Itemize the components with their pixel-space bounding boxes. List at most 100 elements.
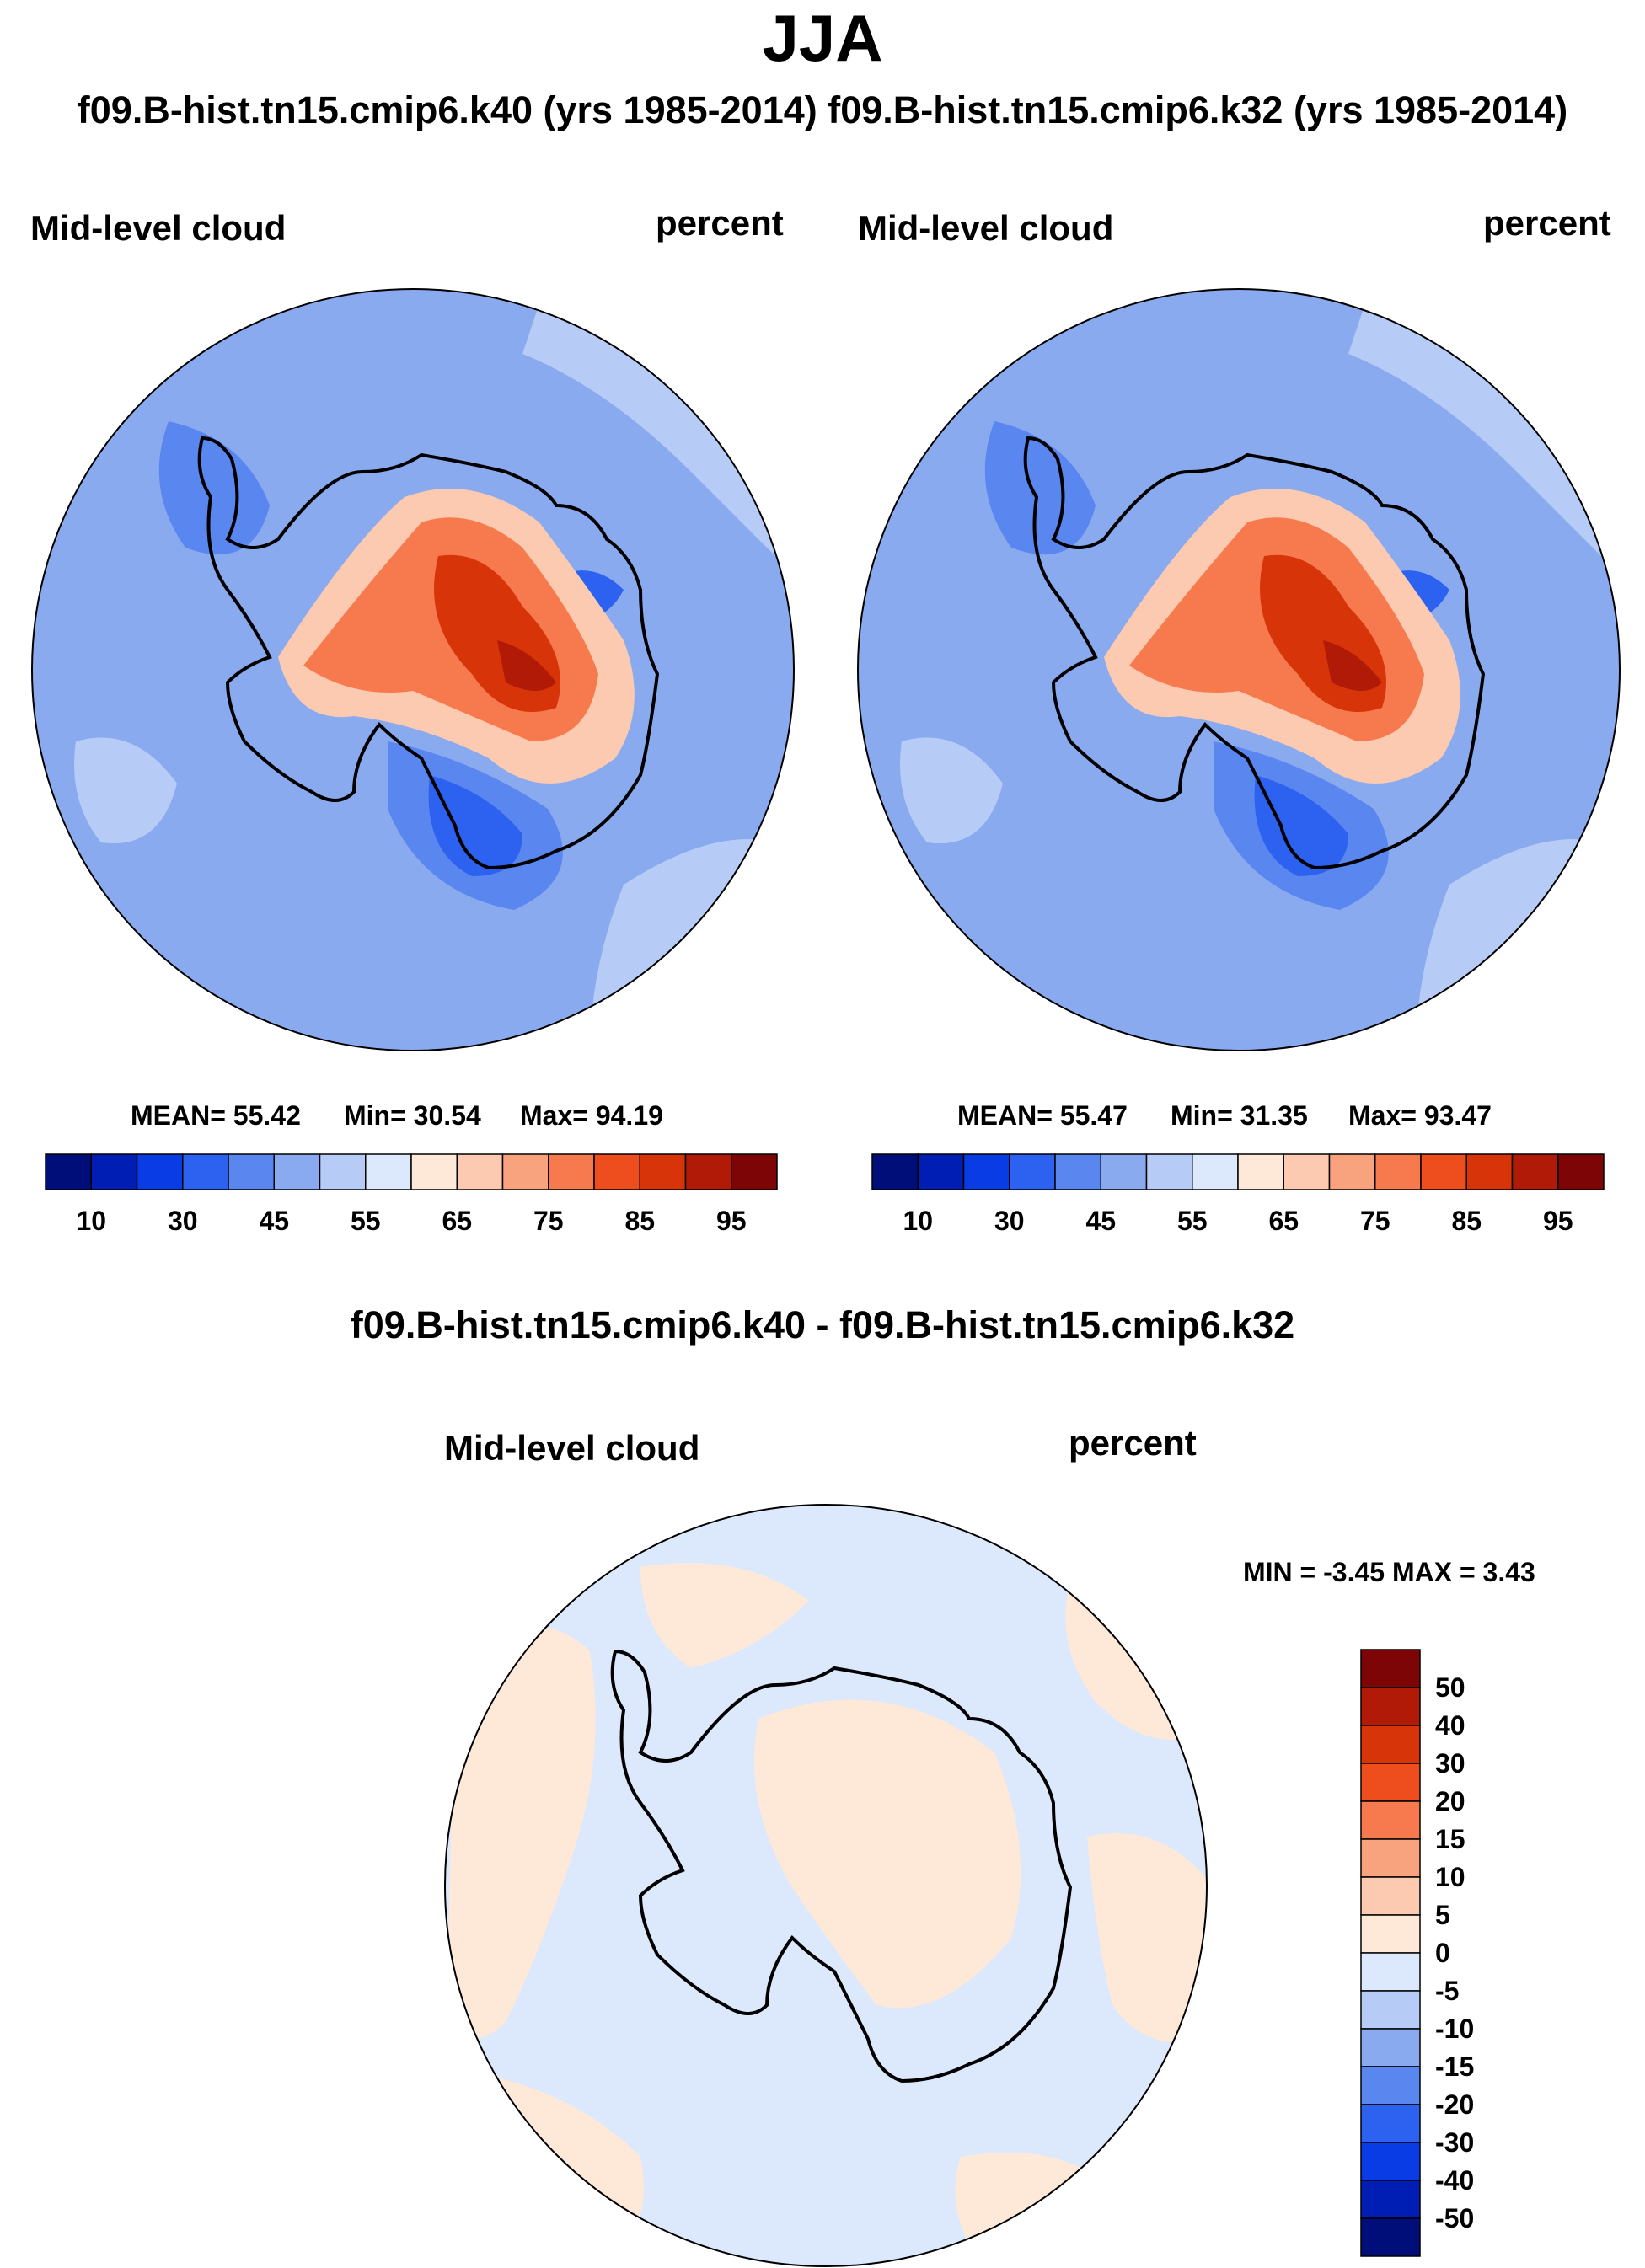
colorbar3-tick-label: 50 — [1435, 1672, 1465, 1703]
colorbar3-swatch — [1360, 1725, 1421, 1764]
colorbar3-swatch — [1360, 2104, 1421, 2143]
panel2-max: Max= 93.47 — [1348, 1100, 1492, 1131]
map1-region-light-west — [74, 737, 177, 844]
colorbar2-tick-label: 30 — [994, 1206, 1025, 1236]
map3-boundary — [444, 1504, 1208, 2267]
map2-boundary — [857, 288, 1621, 1051]
colorbar1-swatch — [136, 1153, 184, 1190]
map3-region-pos-center — [754, 1699, 1021, 2009]
colorbar3-swatch — [1360, 1649, 1421, 1688]
colorbar1-swatch — [548, 1153, 595, 1190]
colorbar1-swatch — [501, 1153, 549, 1190]
panel1-colorbar: 10 30 45 55 65 75 85 95 — [45, 1153, 778, 1236]
panel2-map — [857, 288, 1621, 1051]
panel2-colorbar: 10 30 45 55 65 75 85 95 — [871, 1153, 1605, 1236]
colorbar1-swatch — [684, 1153, 732, 1190]
panel2-title: Mid-level cloud — [858, 208, 1114, 248]
colorbar1-swatch — [456, 1153, 504, 1190]
colorbar3-tick-label: 40 — [1435, 1710, 1465, 1741]
colorbar2-tick-label: 65 — [1268, 1206, 1299, 1236]
colorbar2-tick-label: 95 — [1543, 1206, 1573, 1236]
colorbar2-swatch — [917, 1153, 965, 1190]
colorbar3-swatch — [1360, 2217, 1421, 2257]
map2-region-darkred — [1323, 640, 1382, 691]
colorbar2-swatch — [1557, 1153, 1605, 1190]
colorbar3-tick-label: 30 — [1435, 1748, 1465, 1779]
map3-coastline — [610, 1649, 1073, 2083]
colorbar3-tick-label: 5 — [1435, 1900, 1450, 1930]
colorbar3-tick-label: -40 — [1435, 2165, 1474, 2196]
colorbar3-tick-label: 15 — [1435, 1824, 1465, 1854]
colorbar2-swatch — [1283, 1153, 1331, 1190]
map1-region-blue — [428, 775, 522, 876]
panel1-min: Min= 30.54 — [344, 1100, 481, 1131]
colorbar1-tick-label: 45 — [259, 1206, 289, 1236]
colorbar3-tick-label: -5 — [1435, 1976, 1459, 2006]
figure-title: JJA — [762, 1, 883, 75]
colorbar1-tick-label: 85 — [624, 1206, 655, 1236]
colorbar3-tick-label: 0 — [1435, 1938, 1450, 1968]
colorbar1-tick-label: 55 — [351, 1206, 381, 1236]
colorbar3-swatch — [1360, 1876, 1421, 1916]
colorbar1-tick-label: 30 — [168, 1206, 198, 1236]
map1-region-darkred — [497, 640, 556, 691]
panel3-units: percent — [1069, 1423, 1197, 1463]
map1-coastline — [197, 436, 660, 870]
panel1-units: percent — [656, 203, 784, 243]
colorbar2-swatch — [1237, 1153, 1284, 1190]
panel1-max: Max= 94.19 — [520, 1100, 663, 1131]
colorbar1-swatch — [45, 1153, 92, 1190]
map1-boundary — [31, 288, 795, 1051]
panel3-title: Mid-level cloud — [444, 1428, 700, 1468]
colorbar2-tick-label: 45 — [1085, 1206, 1116, 1236]
difference-title: f09.B-hist.tn15.cmip6.k40 - f09.B-hist.t… — [350, 1303, 1295, 1346]
map3-region-pos-north — [640, 1563, 809, 1668]
colorbar3-swatch — [1360, 2142, 1421, 2181]
panel2-mean: MEAN= 55.47 — [957, 1100, 1128, 1131]
colorbar3-tick-label: 20 — [1435, 1786, 1465, 1816]
colorbar2-tick-label: 10 — [903, 1206, 933, 1236]
colorbar1-tick-label: 65 — [442, 1206, 472, 1236]
colorbar3-swatch — [1360, 1914, 1421, 1954]
colorbar1-swatch — [273, 1153, 321, 1190]
colorbar2-swatch — [1511, 1153, 1559, 1190]
map2-coastline — [1023, 436, 1486, 870]
run-titles: f09.B-hist.tn15.cmip6.k40 (yrs 1985-2014… — [77, 88, 1568, 131]
colorbar3-tick-label: -20 — [1435, 2089, 1474, 2120]
colorbar2-tick-label: 85 — [1451, 1206, 1482, 1236]
colorbar3-swatch — [1360, 1952, 1421, 1992]
panel1-mean: MEAN= 55.42 — [131, 1100, 301, 1131]
colorbar3-tick-label: -50 — [1435, 2203, 1474, 2233]
colorbar3-swatch — [1360, 2028, 1421, 2067]
colorbar1-swatch — [639, 1153, 687, 1190]
panel2-min: Min= 31.35 — [1171, 1100, 1308, 1131]
map2-region-blue — [1254, 775, 1348, 876]
panel2-units: percent — [1483, 203, 1611, 243]
colorbar2-swatch — [1420, 1153, 1467, 1190]
colorbar1-tick-label: 95 — [716, 1206, 747, 1236]
colorbar3-tick-label: -30 — [1435, 2127, 1474, 2158]
colorbar2-swatch — [1328, 1153, 1376, 1190]
colorbar1-swatch — [319, 1153, 367, 1190]
colorbar1-swatch — [365, 1153, 412, 1190]
colorbar1-swatch — [90, 1153, 138, 1190]
colorbar1-swatch — [410, 1153, 458, 1190]
panel1-map — [31, 288, 795, 1051]
colorbar3-swatch — [1360, 2180, 1421, 2219]
colorbar2-swatch — [1100, 1153, 1148, 1190]
map1-region-light — [522, 303, 794, 590]
colorbar3-tick-label: 10 — [1435, 1862, 1465, 1892]
colorbar1-swatch — [182, 1153, 229, 1190]
colorbar3-swatch — [1360, 1687, 1421, 1726]
colorbar1-tick-label: 10 — [76, 1206, 106, 1236]
colorbar1-swatch — [731, 1153, 778, 1190]
colorbar3-tick-label: -10 — [1435, 2014, 1474, 2044]
colorbar3-swatch — [1360, 1763, 1421, 1802]
colorbar2-swatch — [1145, 1153, 1193, 1190]
panel3-minmax: MIN = -3.45 MAX = 3.43 — [1243, 1557, 1535, 1587]
panel3-map — [444, 1504, 1208, 2267]
map2-region-light-west — [900, 737, 1003, 844]
colorbar3-swatch — [1360, 1800, 1421, 1840]
colorbar1-swatch — [593, 1153, 640, 1190]
